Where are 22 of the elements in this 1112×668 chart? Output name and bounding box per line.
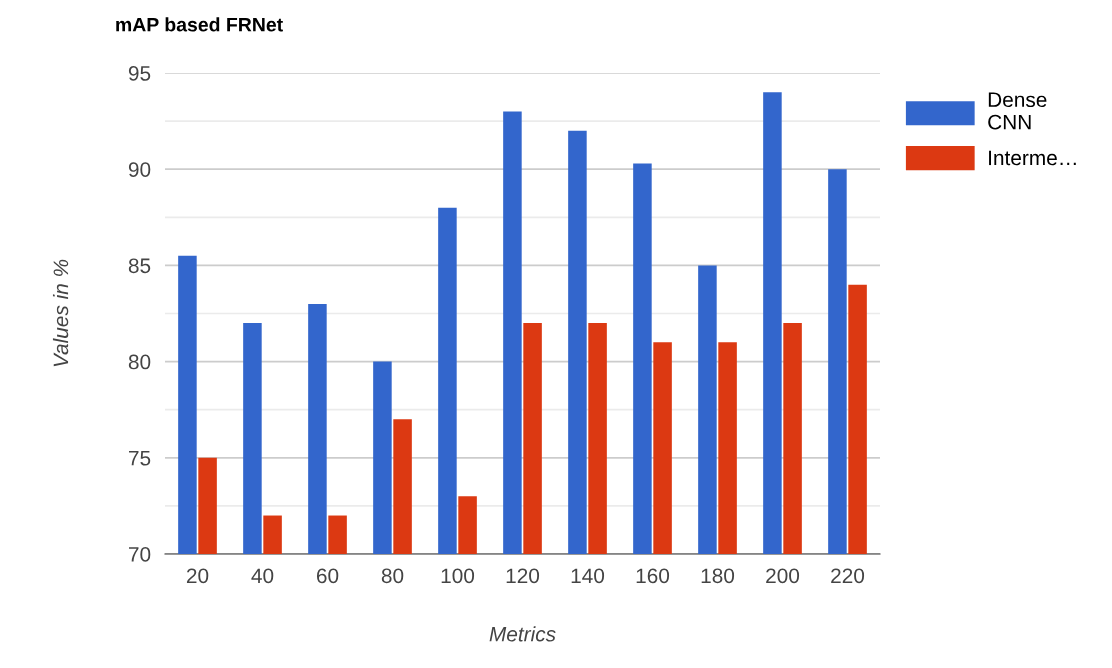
x-tick-label: 160 — [636, 568, 670, 584]
y-tick-label: 85 — [128, 258, 151, 274]
chart-title: mAP based FRNet — [116, 17, 283, 32]
x-tick-label: 80 — [381, 568, 404, 584]
x-tick-label: 40 — [251, 568, 274, 584]
x-tick-label: 20 — [186, 568, 209, 584]
y-tick-label: 90 — [128, 162, 151, 177]
legend-label: Interme… — [989, 150, 1076, 166]
x-tick-label: 140 — [571, 568, 605, 584]
x-tick-label: 180 — [701, 568, 735, 584]
y-tick-label: 75 — [129, 451, 151, 466]
x-tick-label: 200 — [766, 568, 800, 584]
y-tick-label: 80 — [128, 354, 151, 370]
y-axis-title: Values in % — [52, 259, 69, 367]
x-tick-label: 100 — [441, 568, 475, 584]
legend-label: Dense CNN — [988, 92, 1047, 130]
x-tick-label: 220 — [831, 568, 865, 584]
x-axis-title: Metrics — [489, 626, 556, 642]
y-tick-label: 70 — [129, 547, 151, 562]
x-tick-label: 60 — [316, 568, 339, 584]
x-tick-label: 120 — [506, 568, 540, 584]
y-tick-label: 95 — [128, 66, 151, 81]
